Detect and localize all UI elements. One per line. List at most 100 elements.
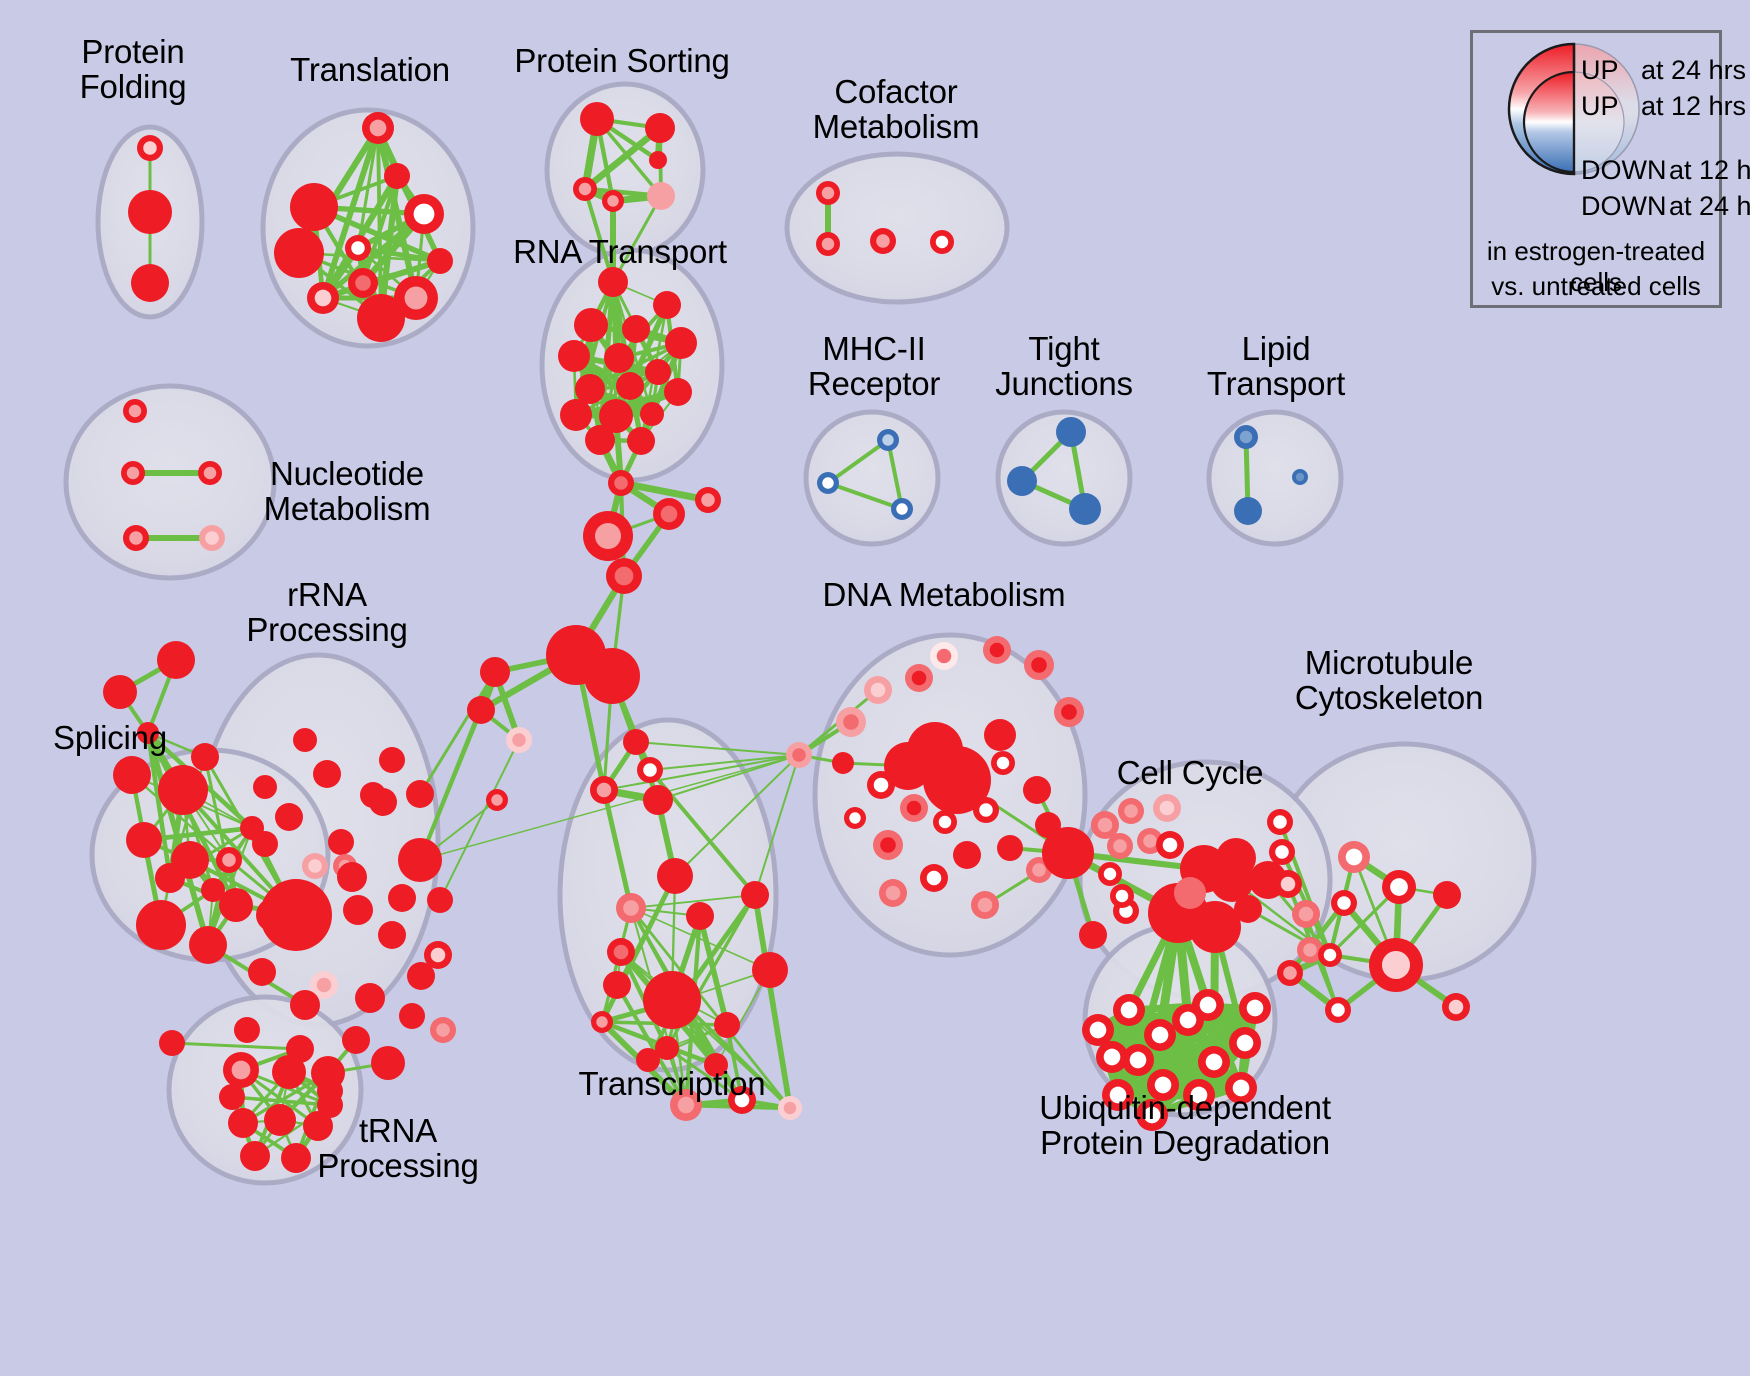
network-node[interactable]	[590, 776, 618, 804]
network-node[interactable]	[223, 1052, 259, 1088]
network-node[interactable]	[991, 751, 1015, 775]
network-node[interactable]	[1107, 833, 1133, 859]
network-node[interactable]	[136, 900, 186, 950]
network-node[interactable]	[240, 1141, 270, 1171]
network-node[interactable]	[506, 727, 532, 753]
network-node[interactable]	[328, 829, 354, 855]
network-node[interactable]	[191, 743, 219, 771]
network-node[interactable]	[311, 1056, 345, 1090]
network-node[interactable]	[256, 898, 290, 932]
network-node[interactable]	[884, 742, 932, 790]
network-node[interactable]	[599, 399, 633, 433]
network-node[interactable]	[128, 190, 172, 234]
network-node[interactable]	[158, 765, 208, 815]
network-node[interactable]	[1174, 877, 1206, 909]
network-node[interactable]	[616, 893, 646, 923]
network-node[interactable]	[155, 863, 185, 893]
network-node[interactable]	[1292, 900, 1320, 928]
network-node[interactable]	[627, 427, 655, 455]
network-node[interactable]	[645, 113, 675, 143]
network-node[interactable]	[219, 888, 253, 922]
network-node[interactable]	[1216, 838, 1256, 878]
network-node[interactable]	[670, 1089, 702, 1121]
network-node[interactable]	[655, 1036, 679, 1060]
network-node[interactable]	[816, 181, 840, 205]
network-node[interactable]	[616, 372, 644, 400]
network-node[interactable]	[371, 1046, 405, 1080]
network-node[interactable]	[1234, 895, 1262, 923]
network-node[interactable]	[317, 1092, 343, 1118]
network-node[interactable]	[131, 264, 169, 302]
network-node[interactable]	[668, 988, 692, 1012]
network-node[interactable]	[574, 308, 608, 342]
network-node[interactable]	[1382, 870, 1416, 904]
network-node[interactable]	[816, 232, 840, 256]
network-node[interactable]	[864, 676, 892, 704]
network-node[interactable]	[1292, 469, 1308, 485]
network-node[interactable]	[607, 938, 635, 966]
network-node[interactable]	[1239, 992, 1271, 1024]
network-node[interactable]	[573, 177, 597, 201]
network-node[interactable]	[126, 822, 162, 858]
network-node[interactable]	[640, 402, 664, 426]
network-node[interactable]	[741, 881, 769, 909]
network-node[interactable]	[1156, 831, 1184, 859]
network-node[interactable]	[905, 664, 933, 692]
network-node[interactable]	[636, 1048, 660, 1072]
network-node[interactable]	[1433, 881, 1461, 909]
network-node[interactable]	[608, 470, 634, 496]
network-node[interactable]	[379, 747, 405, 773]
network-node[interactable]	[836, 707, 866, 737]
network-node[interactable]	[303, 1111, 333, 1141]
network-node[interactable]	[560, 399, 592, 431]
network-node[interactable]	[1102, 1079, 1134, 1111]
network-node[interactable]	[1274, 870, 1302, 898]
network-node[interactable]	[275, 803, 303, 831]
network-node[interactable]	[653, 498, 685, 530]
network-node[interactable]	[1442, 993, 1470, 1021]
network-node[interactable]	[1082, 1014, 1114, 1046]
network-node[interactable]	[637, 757, 663, 783]
network-node[interactable]	[983, 636, 1011, 664]
network-node[interactable]	[1023, 776, 1051, 804]
network-node[interactable]	[844, 807, 866, 829]
network-node[interactable]	[310, 971, 338, 999]
network-node[interactable]	[137, 722, 159, 744]
network-node[interactable]	[623, 729, 649, 755]
network-node[interactable]	[1318, 943, 1342, 967]
network-node[interactable]	[424, 941, 452, 969]
network-node[interactable]	[1056, 417, 1086, 447]
network-node[interactable]	[1331, 890, 1357, 916]
network-node[interactable]	[879, 879, 907, 907]
network-node[interactable]	[228, 1108, 258, 1138]
network-node[interactable]	[1113, 994, 1145, 1026]
network-node[interactable]	[369, 788, 397, 816]
network-node[interactable]	[647, 182, 675, 210]
network-node[interactable]	[234, 1017, 260, 1043]
network-node[interactable]	[686, 902, 714, 930]
network-node[interactable]	[157, 641, 195, 679]
network-node[interactable]	[1153, 794, 1181, 822]
network-node[interactable]	[602, 190, 624, 212]
network-node[interactable]	[643, 785, 673, 815]
network-node[interactable]	[657, 858, 693, 894]
network-node[interactable]	[1118, 798, 1144, 824]
network-node[interactable]	[920, 864, 948, 892]
network-node[interactable]	[714, 1012, 740, 1038]
network-node[interactable]	[1136, 1099, 1168, 1131]
network-node[interactable]	[580, 102, 614, 136]
network-node[interactable]	[598, 267, 628, 297]
network-node[interactable]	[189, 926, 227, 964]
network-node[interactable]	[704, 1053, 728, 1077]
network-node[interactable]	[873, 830, 903, 860]
network-node[interactable]	[427, 248, 453, 274]
network-node[interactable]	[1234, 425, 1258, 449]
network-node[interactable]	[1369, 938, 1423, 992]
network-node[interactable]	[1267, 809, 1293, 835]
network-node[interactable]	[384, 163, 410, 189]
network-node[interactable]	[199, 525, 225, 551]
network-node[interactable]	[622, 315, 650, 343]
network-node[interactable]	[198, 461, 222, 485]
network-node[interactable]	[486, 789, 508, 811]
network-node[interactable]	[933, 810, 957, 834]
